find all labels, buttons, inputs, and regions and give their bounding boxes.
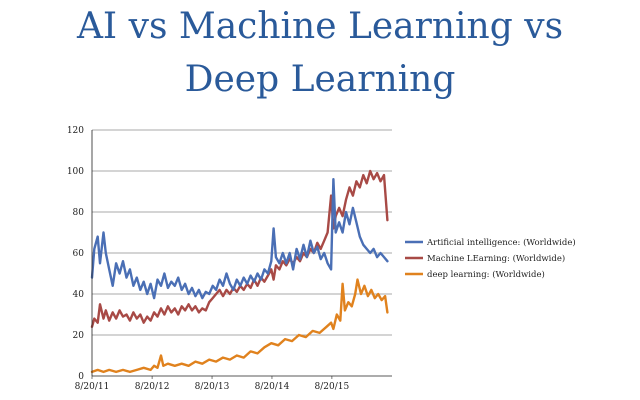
series-line-2 — [90, 278, 389, 374]
x-tick-label: 8/20/13 — [195, 382, 230, 392]
y-tick-label: 100 — [67, 167, 84, 177]
x-tick-labels: 8/20/11 8/20/12 8/20/13 8/20/14 8/20/15 — [75, 376, 350, 392]
legend-label-2: deep learning: (Worldwide) — [427, 269, 545, 280]
slide-title-line-2: Deep Learning — [184, 59, 456, 100]
x-tick-label: 8/20/12 — [135, 382, 170, 392]
y-tick-label: 120 — [67, 126, 84, 136]
y-tick-labels: 0 20 40 60 80 100 120 — [67, 126, 84, 382]
series-lines — [90, 169, 389, 374]
slide-title: AI vs Machine Learning vs Deep Learning — [0, 0, 640, 106]
y-tick-label: 80 — [73, 208, 85, 218]
x-tick-label: 8/20/15 — [315, 382, 350, 392]
y-tick-label: 60 — [73, 249, 85, 259]
y-tick-label: 0 — [78, 372, 84, 382]
axes — [91, 130, 392, 377]
legend-label-1: Machine LEarning: (Worldwide) — [427, 253, 565, 264]
legend: Artificial intelligence: (Worldwide) Mach… — [405, 237, 576, 280]
series-line-1 — [90, 169, 389, 328]
legend-label-0: Artificial intelligence: (Worldwide) — [426, 237, 576, 248]
x-tick-label: 8/20/11 — [75, 382, 110, 392]
series-line-0 — [90, 177, 389, 300]
y-tick-label: 40 — [73, 290, 85, 300]
x-tick-label: 8/20/14 — [255, 382, 290, 392]
slide-title-line-1: AI vs Machine Learning vs — [76, 6, 564, 47]
y-tick-label: 20 — [73, 331, 85, 341]
